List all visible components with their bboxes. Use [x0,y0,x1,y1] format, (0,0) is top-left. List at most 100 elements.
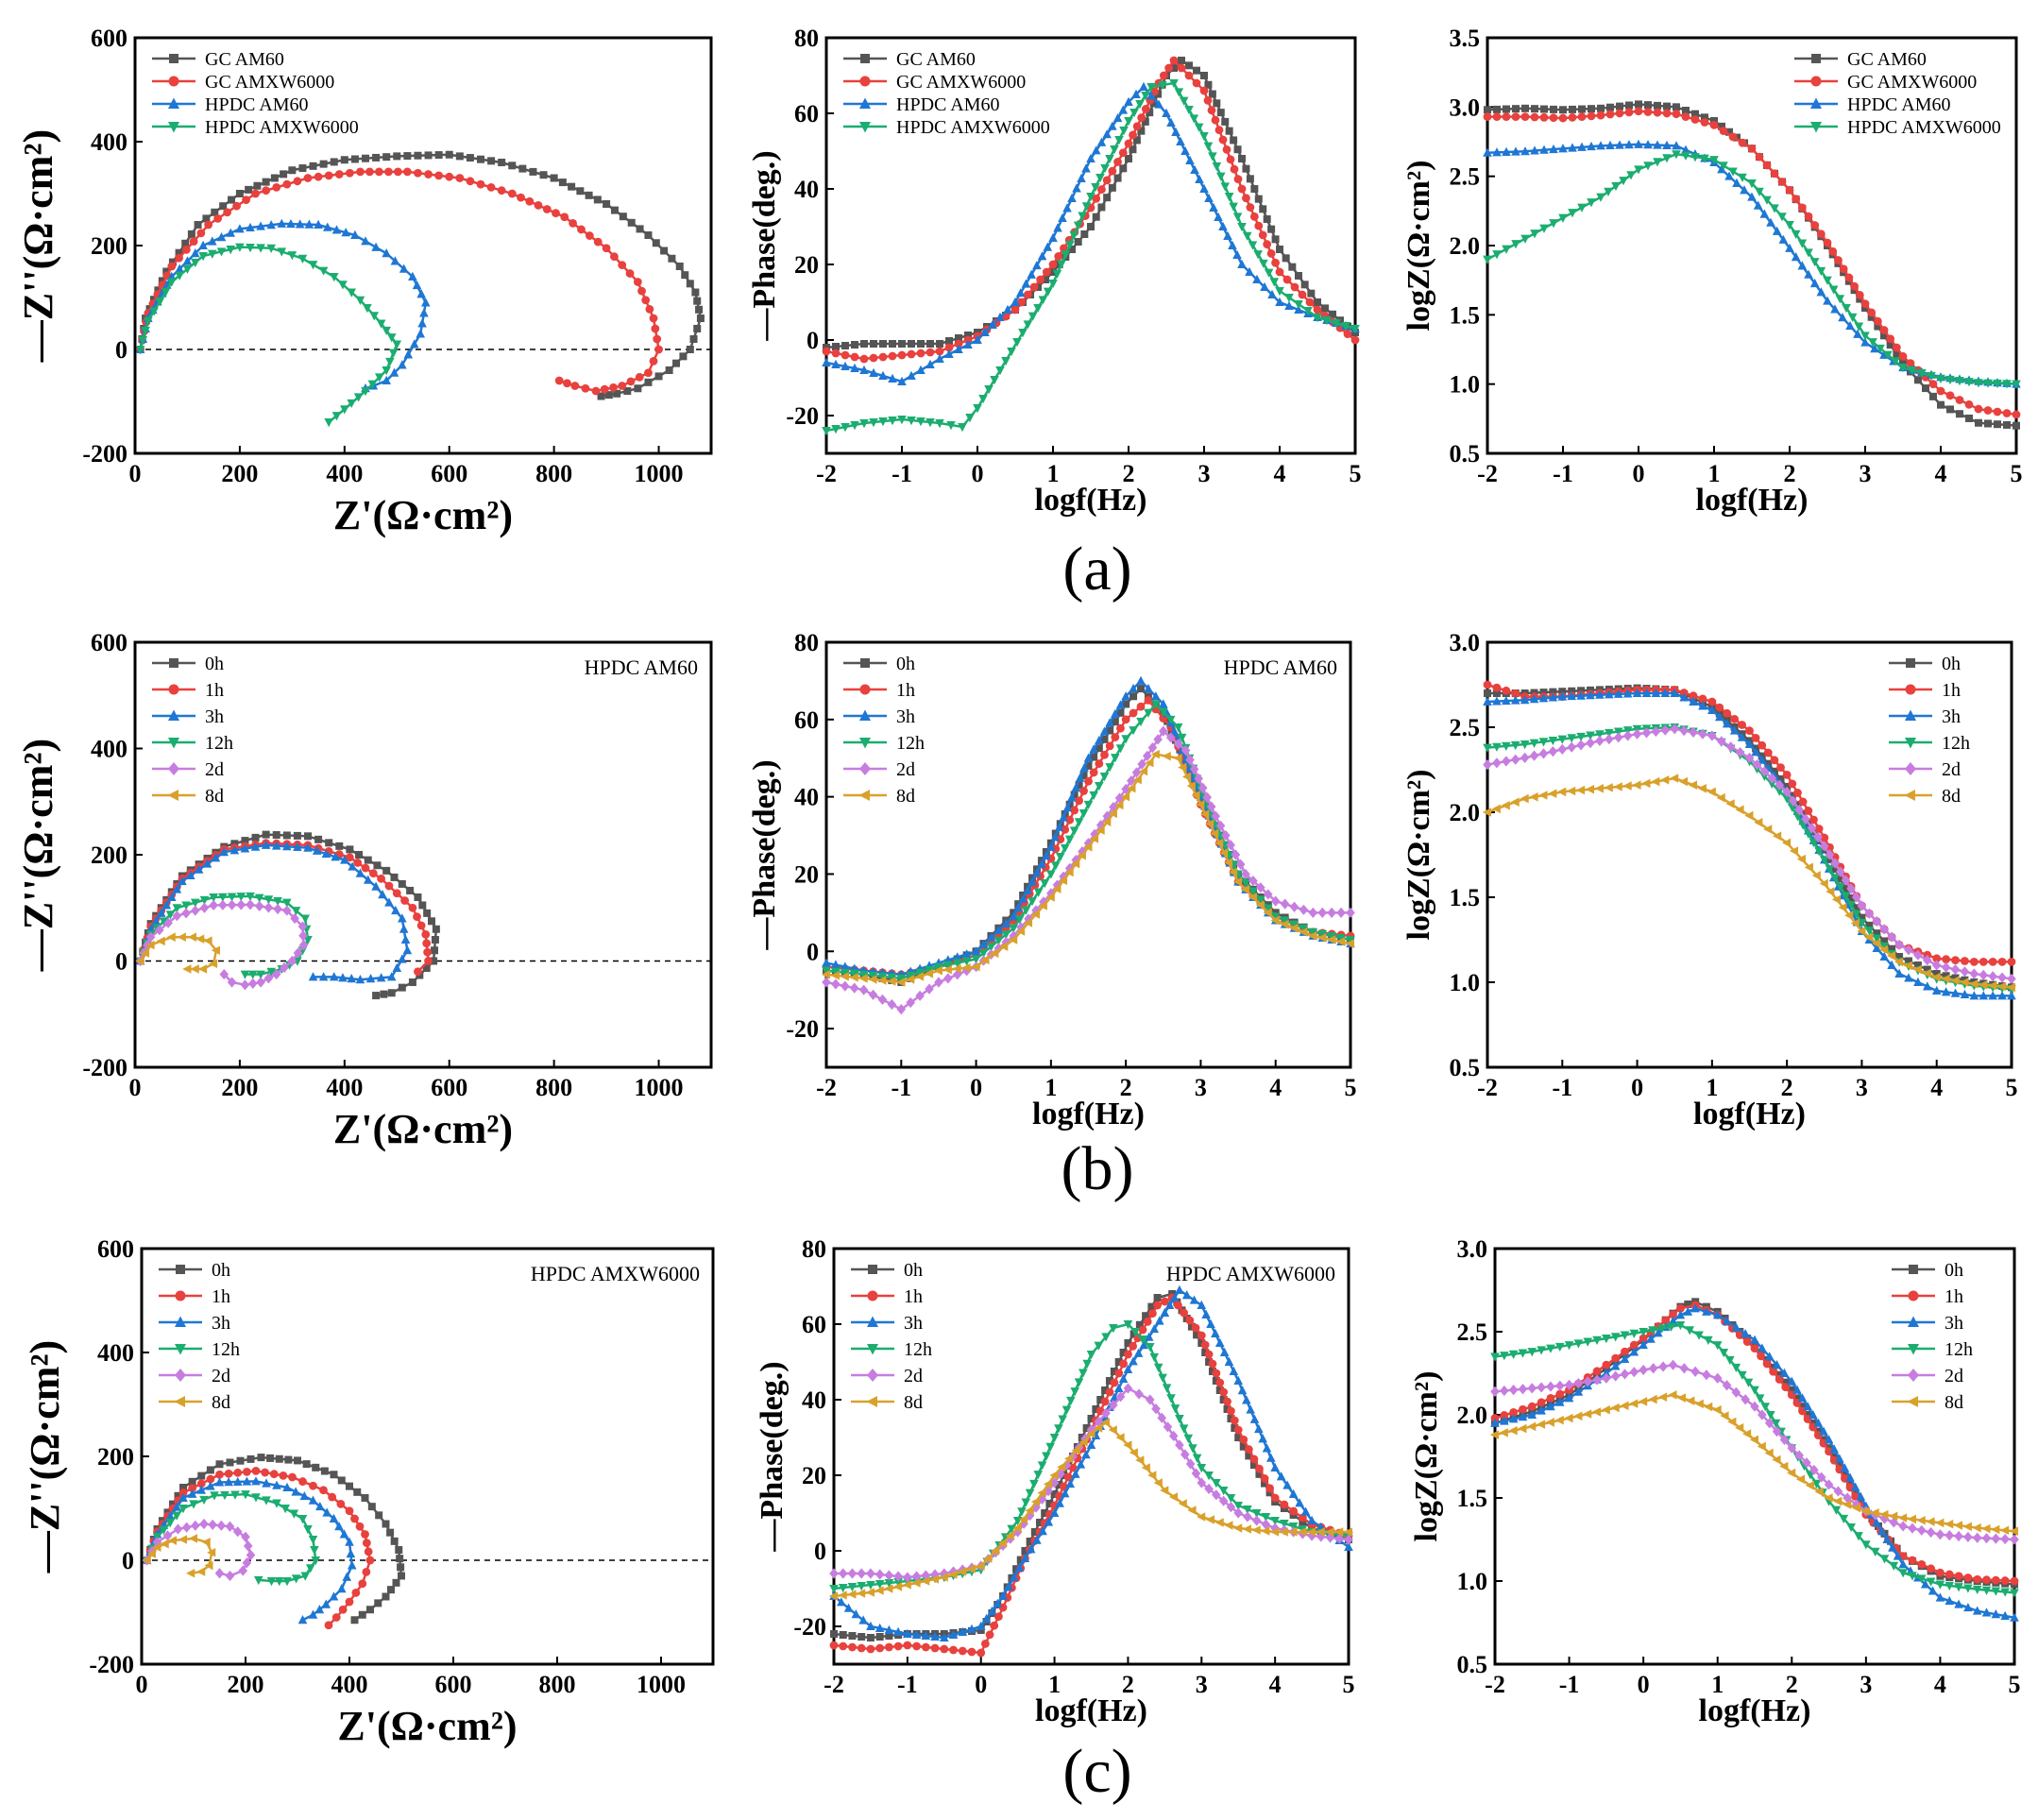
data-point [651,324,660,333]
x-tick-label: 4 [1930,1074,1943,1101]
data-point [208,1519,217,1531]
data-point [600,384,609,394]
data-point [1809,1464,1819,1476]
data-point [178,876,187,886]
data-point [831,359,841,368]
data-point [1796,854,1806,864]
data-point [1096,137,1107,146]
y-tick-label: 0.5 [1457,1651,1488,1678]
data-point [227,899,237,910]
data-point [1529,694,1539,704]
legend-label: 0h [205,654,224,674]
data-point [1511,112,1520,121]
data-point [1893,1551,1903,1560]
data-point [329,1591,339,1601]
data-point [1136,702,1146,711]
data-point [190,964,199,974]
legend-item: 3h [152,706,224,727]
data-point [1132,136,1141,145]
data-point [1169,56,1179,65]
data-point [1317,929,1328,940]
data-point [618,382,627,390]
y-tick-label: 80 [794,629,819,656]
data-point [1083,842,1093,852]
data-point [312,1463,320,1471]
legend-label: 8d [1945,1392,1963,1413]
data-point [1557,787,1567,797]
data-point [1583,1376,1593,1387]
data-point [434,171,444,180]
data-point [362,154,369,162]
data-point [1545,1418,1554,1427]
data-point [1530,230,1539,239]
data-point [308,1536,318,1545]
data-point [1984,419,1992,428]
data-point [1123,1364,1133,1373]
data-point [185,870,195,879]
data-point [1056,835,1065,844]
data-point [1912,964,1922,975]
data-point [152,1537,162,1548]
legend-item: 1h [152,680,224,701]
data-point [196,229,206,238]
x-tick-label: 1000 [637,1671,686,1698]
data-point [1546,1402,1555,1411]
data-point [1053,223,1062,232]
data-point [1847,894,1856,903]
data-point [254,893,264,903]
data-point [147,1545,157,1556]
data-point [1095,825,1105,835]
data-point [1020,1553,1030,1562]
data-point [398,879,406,888]
data-point [1239,1442,1248,1451]
legend-item: HPDC AMXW6000 [152,117,359,138]
sample-annotation: HPDC AM60 [585,655,698,679]
data-point [877,972,888,982]
data-point [391,905,400,915]
data-point [903,1641,912,1650]
data-point [1200,1340,1210,1350]
data-point [1162,751,1171,761]
data-point [309,1481,317,1490]
data-point [1987,980,1997,991]
data-point [1490,1352,1500,1362]
data-point [202,214,211,223]
data-point [345,853,354,862]
data-point [1894,968,1904,978]
data-point [1972,1532,1982,1543]
data-point [190,258,200,268]
y-axis-title: —Z''(Ω·cm²) [15,129,61,363]
data-point [893,1571,903,1582]
legend-marker [1905,684,1916,695]
data-point [877,976,887,985]
data-point [1055,1498,1064,1507]
data-point [1969,968,1979,979]
data-point [1520,793,1529,804]
data-point [1908,1522,1917,1534]
data-point [1546,1394,1555,1403]
data-point [997,1539,1008,1548]
data-point [1153,1301,1162,1310]
data-point [1089,834,1099,843]
data-point [1313,314,1322,323]
data-point [1887,931,1896,943]
data-point [1559,106,1567,114]
data-point [1868,338,1877,348]
data-point [1945,375,1955,385]
x-tick-label: 3 [1198,460,1211,487]
data-point [1115,1391,1126,1403]
x-tick-label: -1 [897,1671,918,1698]
data-point [1779,1368,1790,1377]
data-point [368,869,378,878]
data-point [1121,715,1130,724]
data-point [385,357,395,367]
data-point [1750,1344,1759,1352]
data-point [149,307,159,316]
data-point [1226,840,1235,851]
data-point [1566,786,1576,796]
data-point [1738,721,1746,729]
data-point [1629,1367,1639,1378]
data-point [1483,759,1492,771]
data-point [850,363,859,372]
data-point [1032,868,1042,877]
